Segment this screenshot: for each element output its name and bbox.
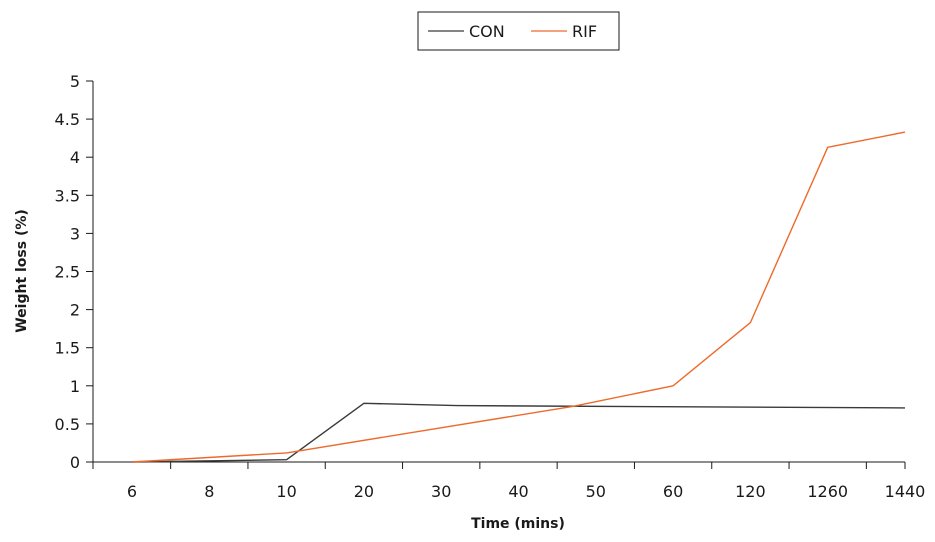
x-tick-label: 30 [431, 482, 451, 501]
series-line-con [131, 402, 906, 463]
series-line-rif [131, 131, 906, 463]
y-axis-title: Weight loss (%) [14, 209, 30, 333]
y-tick-label: 2 [70, 301, 80, 320]
x-tick-label: 120 [735, 482, 766, 501]
legend: CON RIF [417, 11, 620, 51]
y-tick-label: 4 [70, 148, 80, 167]
y-tick-label: 3 [70, 224, 80, 243]
y-tick-label: 2.5 [55, 263, 80, 282]
x-tick-label: 50 [586, 482, 606, 501]
y-tick-label: 5 [70, 72, 80, 91]
x-axis-title: Time (mins) [471, 516, 565, 532]
x-tick-label: 10 [276, 482, 296, 501]
x-tick-label: 8 [204, 482, 214, 501]
x-tick-label: 1260 [807, 482, 848, 501]
y-tick-label: 1.5 [55, 339, 80, 358]
legend-label-rif: RIF [572, 22, 597, 41]
legend-label-con: CON [469, 22, 505, 41]
axes [92, 81, 905, 463]
y-tick-label: 3.5 [55, 186, 80, 205]
y-tick-label: 1 [70, 377, 80, 396]
x-tick-label: 6 [127, 482, 137, 501]
series-group [131, 131, 906, 463]
x-tick-label: 40 [508, 482, 528, 501]
y-tick-label: 4.5 [55, 110, 80, 129]
x-ticks: 6 8 10 20 30 40 50 60 120 1260 1440 [92, 462, 926, 501]
y-ticks: 0 0.5 1 1.5 2 2.5 3 3.5 4 4.5 5 [55, 72, 93, 472]
x-tick-label: 20 [354, 482, 374, 501]
x-tick-label: 60 [663, 482, 683, 501]
y-tick-label: 0 [70, 453, 80, 472]
x-tick-label: 1440 [885, 482, 926, 501]
y-tick-label: 0.5 [55, 415, 80, 434]
